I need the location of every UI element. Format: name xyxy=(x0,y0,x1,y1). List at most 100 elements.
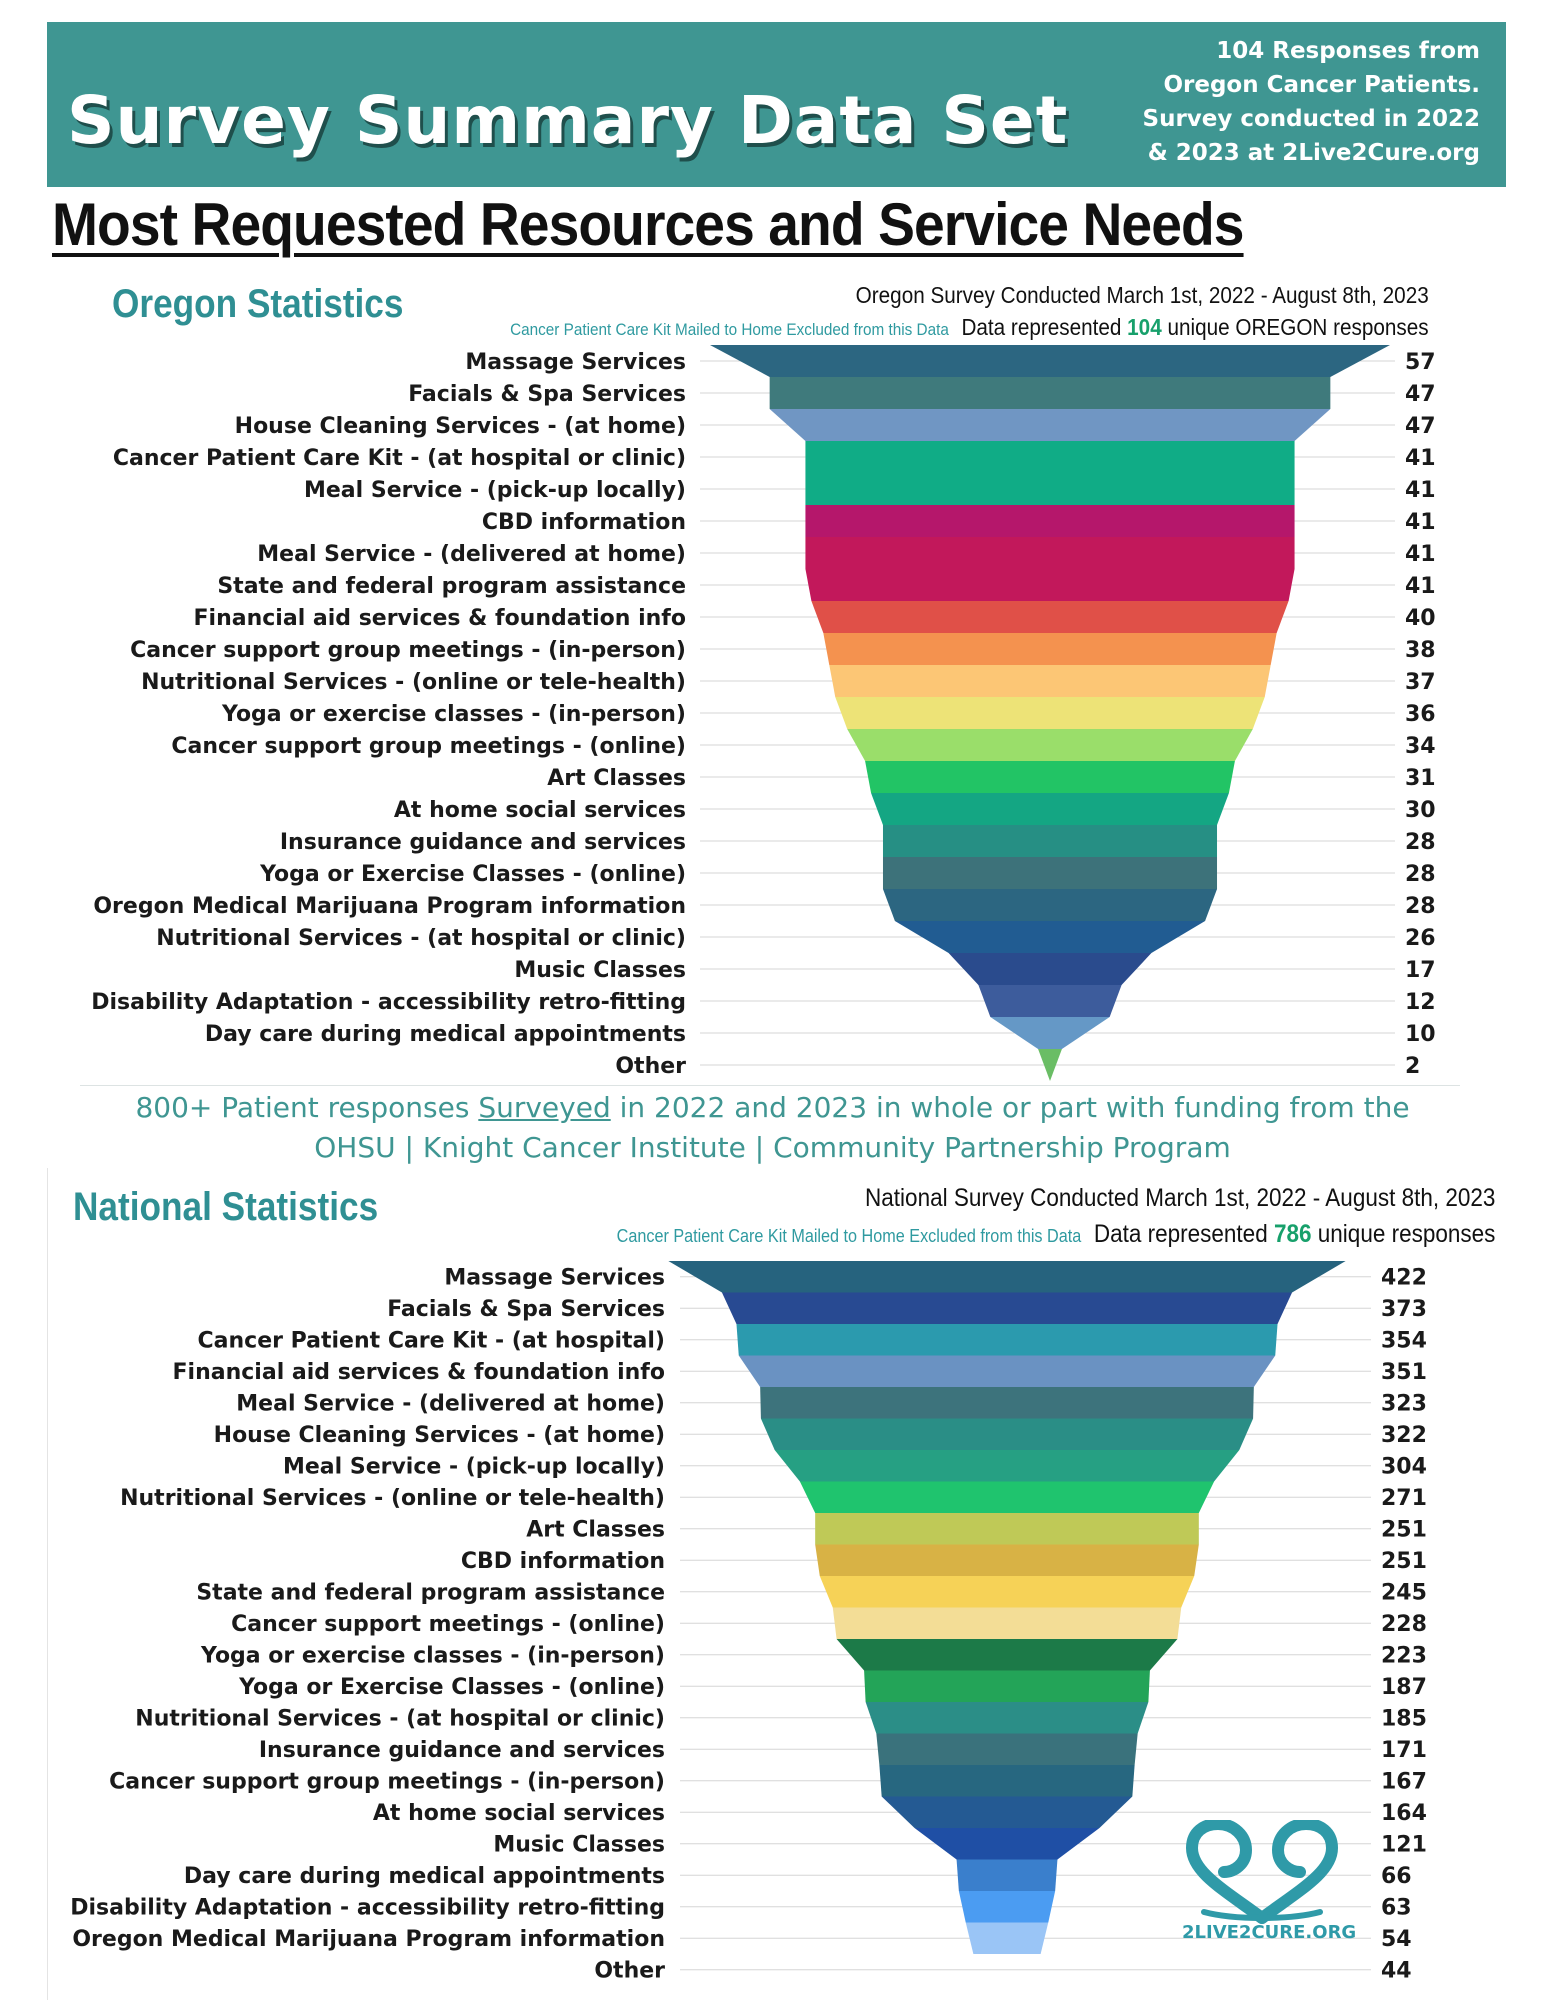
oregon-data-line: Cancer Patient Care Kit Mailed to Home E… xyxy=(510,314,1429,341)
funnel-segment xyxy=(769,377,1331,409)
value-label: 422 xyxy=(1381,1266,1427,1291)
funnel-segment xyxy=(811,601,1289,633)
double-heart-logo-icon xyxy=(1185,1820,1339,1924)
funnel-segment xyxy=(738,1355,1276,1387)
oregon-data-prefix: Data represented xyxy=(961,314,1122,340)
category-label: Massage Services xyxy=(444,1266,665,1291)
funnel-segment xyxy=(832,1607,1182,1639)
funnel-segment xyxy=(799,1481,1215,1513)
value-label: 251 xyxy=(1381,1549,1427,1574)
funnel-segment xyxy=(948,953,1152,985)
category-label: CBD information xyxy=(482,510,686,535)
category-label: Yoga or Exercise Classes - (online) xyxy=(238,1675,665,1700)
value-label: 63 xyxy=(1381,1896,1412,1921)
category-label: Art Classes xyxy=(547,766,686,791)
funnel-segment xyxy=(805,473,1295,505)
value-label: 167 xyxy=(1381,1770,1427,1795)
funnel-segment xyxy=(769,409,1331,441)
funding-line2: OHSU | Knight Cancer Institute | Communi… xyxy=(314,1131,1231,1164)
category-label: Art Classes xyxy=(526,1518,665,1543)
category-label: Nutritional Services - (at hospital or c… xyxy=(135,1707,665,1732)
category-label: Cancer support meetings - (online) xyxy=(231,1612,665,1637)
value-label: 34 xyxy=(1405,734,1436,759)
national-left-rule xyxy=(47,1168,48,2000)
category-label: Meal Service - (delivered at home) xyxy=(236,1392,665,1417)
funnel-segment xyxy=(864,1670,1150,1702)
value-label: 57 xyxy=(1405,350,1436,375)
main-heading: Most Requested Resources and Service Nee… xyxy=(52,191,1244,258)
category-label: Day care during medical appointments xyxy=(184,1864,665,1889)
value-label: 251 xyxy=(1381,1518,1427,1543)
logo-text: 2LIVE2CURE.ORG xyxy=(1182,1922,1357,1943)
value-label: 223 xyxy=(1381,1644,1427,1669)
category-label: Meal Service - (pick-up locally) xyxy=(304,478,686,503)
category-label: Disability Adaptation - accessibility re… xyxy=(70,1896,665,1921)
value-label: 228 xyxy=(1381,1612,1427,1637)
funnel-segment xyxy=(879,1765,1135,1797)
value-label: 38 xyxy=(1405,638,1436,663)
category-label: State and federal program assistance xyxy=(217,574,686,599)
funnel-segment xyxy=(956,1859,1058,1891)
funnel-segment xyxy=(805,505,1295,537)
funding-line1-after: in 2022 and 2023 in whole or part with f… xyxy=(619,1091,1410,1124)
value-label: 28 xyxy=(1405,862,1436,887)
value-label: 41 xyxy=(1405,510,1436,535)
oregon-funnel-chart: Massage Services 57 Facials & Spa Services… xyxy=(91,345,1436,1081)
value-label: 37 xyxy=(1405,670,1436,695)
category-label: Yoga or exercise classes - (in-person) xyxy=(221,702,686,727)
funnel-segment xyxy=(914,1828,1100,1860)
category-label: Yoga or Exercise Classes - (online) xyxy=(259,862,686,887)
value-label: 10 xyxy=(1405,1022,1436,1047)
category-label: Insurance guidance and services xyxy=(280,830,686,855)
funnel-segment xyxy=(668,1261,1346,1293)
category-label: Oregon Medical Marijuana Program informa… xyxy=(72,1927,665,1952)
value-label: 351 xyxy=(1381,1360,1427,1385)
funnel-segment xyxy=(965,1922,1049,1954)
national-data-line: Cancer Patient Care Kit Mailed to Home E… xyxy=(616,1220,1495,1249)
section-divider xyxy=(80,1085,1460,1086)
value-label: 66 xyxy=(1381,1864,1412,1889)
funnel-segment xyxy=(829,665,1271,697)
funnel-segment xyxy=(958,1891,1056,1923)
value-label: 41 xyxy=(1405,542,1436,567)
value-label: 304 xyxy=(1381,1455,1427,1480)
category-label: Day care during medical appointments xyxy=(205,1022,686,1047)
value-label: 28 xyxy=(1405,894,1436,919)
category-label: State and federal program assistance xyxy=(196,1581,665,1606)
page-title: Survey Summary Data Set xyxy=(67,82,1069,159)
category-label: Disability Adaptation - accessibility re… xyxy=(91,990,686,1015)
value-label: 17 xyxy=(1405,958,1436,983)
oregon-excluded-note: Cancer Patient Care Kit Mailed to Home E… xyxy=(510,320,950,339)
category-label: Music Classes xyxy=(514,958,686,983)
funnel-segment xyxy=(721,1292,1293,1324)
funnel-segment xyxy=(736,1324,1278,1356)
funnel-segment xyxy=(823,633,1277,665)
funnel-segment xyxy=(805,441,1295,473)
category-label: Financial aid services & foundation info xyxy=(173,1360,665,1385)
funnel-segment xyxy=(774,1450,1240,1482)
value-label: 271 xyxy=(1381,1486,1427,1511)
value-label: 187 xyxy=(1381,1675,1427,1700)
value-label: 47 xyxy=(1405,382,1436,407)
surveyed-link[interactable]: Surveyed xyxy=(478,1091,611,1124)
national-survey-period: National Survey Conducted March 1st, 202… xyxy=(864,1184,1495,1212)
value-label: 373 xyxy=(1381,1297,1427,1322)
category-label: At home social services xyxy=(394,798,686,823)
category-label: Cancer Patient Care Kit - (at hospital o… xyxy=(113,446,686,471)
value-label: 26 xyxy=(1405,926,1436,951)
value-label: 12 xyxy=(1405,990,1436,1015)
funnel-segment xyxy=(881,1796,1133,1828)
category-label: Yoga or exercise classes - (in-person) xyxy=(200,1644,665,1669)
header-note-line: Survey conducted in 2022 xyxy=(1142,106,1481,132)
header-note-line: Oregon Cancer Patients. xyxy=(1163,72,1480,98)
funnel-segment xyxy=(805,537,1295,569)
oregon-survey-period: Oregon Survey Conducted March 1st, 2022 … xyxy=(855,282,1429,308)
funnel-segment xyxy=(760,1387,1254,1419)
national-data-suffix: unique responses xyxy=(1317,1220,1495,1248)
funding-line1-before: 800+ Patient responses xyxy=(135,1091,470,1124)
category-label: Oregon Medical Marijuana Program informa… xyxy=(93,894,686,919)
header-note-line: 104 Responses from xyxy=(1216,38,1480,64)
value-label: 36 xyxy=(1405,702,1436,727)
value-label: 171 xyxy=(1381,1738,1427,1763)
oregon-title: Oregon Statistics xyxy=(112,282,404,326)
